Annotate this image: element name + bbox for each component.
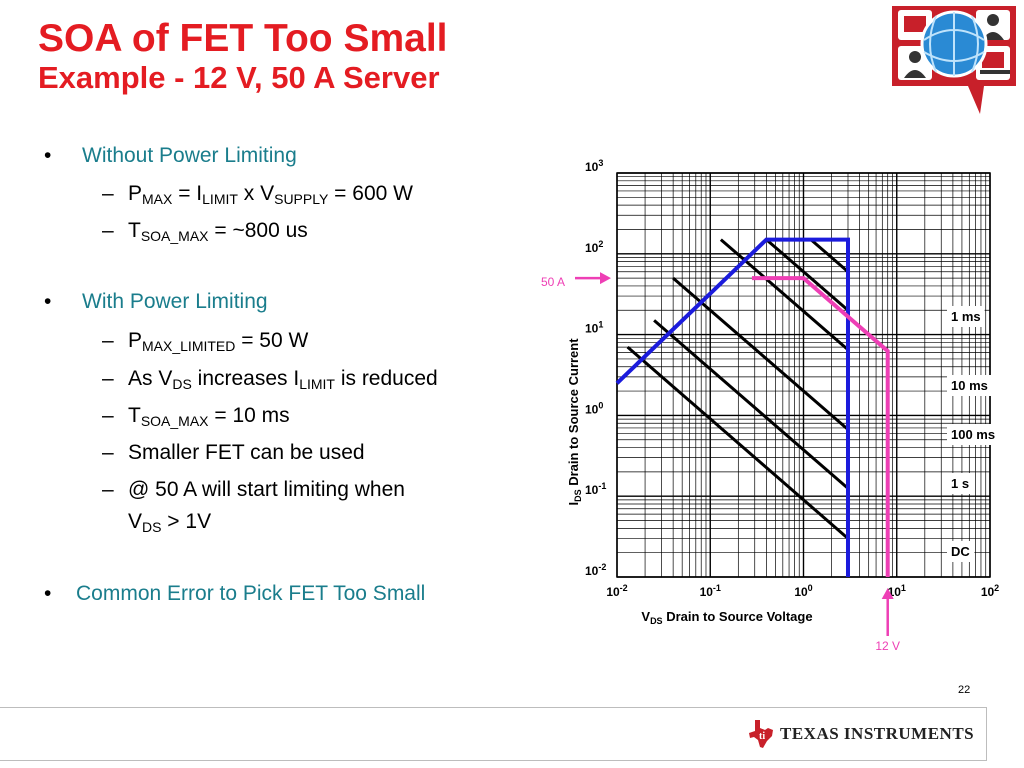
voltage-annotation-label: 12 V: [875, 639, 900, 653]
current-annotation: 50 A: [541, 272, 611, 289]
pulse-label-bg: [947, 306, 985, 327]
pulse-label-bg: [947, 541, 975, 562]
current-arrow-head: [600, 272, 611, 285]
pulse-label-bg: [947, 473, 974, 494]
slide-title: SOA of FET Too Small Example - 12 V, 50 …: [38, 18, 448, 96]
voltage-annotation: 12 V: [875, 588, 900, 653]
x-tick-label: 100: [794, 583, 812, 599]
sub-bullet-tsoa-limited: – TSOA_MAX = 10 ms: [102, 404, 290, 429]
title-line-2: Example - 12 V, 50 A Server: [38, 60, 440, 95]
bullet-without-limiting: • Without Power Limiting: [44, 144, 297, 167]
pulse-label-bg: [947, 424, 1000, 445]
pulse-line: [626, 345, 849, 540]
pulse-label: 100 ms: [951, 427, 995, 442]
x-tick-label: 102: [981, 583, 999, 599]
pulse-lines: [626, 238, 849, 540]
pulse-line: [672, 276, 849, 431]
x-axis-label: VDS Drain to Source Voltage: [641, 609, 812, 626]
ti-logo: ti TEXAS INSTRUMENTS: [748, 719, 974, 749]
y-tick-label: 10-1: [585, 481, 606, 497]
sub-bullet-smaller-fet: – Smaller FET can be used: [102, 441, 365, 464]
pulse-label-bg: [947, 375, 992, 396]
pulse-label: 1 s: [951, 476, 969, 491]
pulse-label: 10 ms: [951, 378, 988, 393]
texas-state-icon: ti: [749, 720, 773, 748]
sub-bullet-50a-cont: VDS > 1V: [128, 510, 212, 535]
pulse-label: DC: [951, 544, 970, 559]
pulse-line: [809, 238, 849, 273]
pulse-labels: 1 ms 10 ms 100 ms 1 s DC: [947, 306, 1000, 562]
y-tick-label: 103: [585, 158, 603, 174]
pulse-line: [653, 319, 849, 490]
pulse-label: 1 ms: [951, 309, 981, 324]
x-tick-label: 10-2: [606, 583, 627, 599]
y-tick-label: 101: [585, 320, 603, 336]
sub-bullet-pmax-limited: – PMAX_LIMITED = 50 W: [102, 329, 309, 354]
bullet-with-limiting: • With Power Limiting: [44, 290, 268, 313]
company-name: TEXAS INSTRUMENTS: [780, 724, 975, 743]
sub-bullet-pmax: – PMAX = ILIMIT x VSUPPLY = 600 W: [102, 182, 413, 207]
y-axis-label: IDS Drain to Source Current: [566, 338, 583, 506]
svg-text:ti: ti: [759, 731, 765, 742]
power-limited-curve: [751, 276, 890, 577]
y-tick-label: 10-2: [585, 562, 606, 578]
pulse-line: [765, 238, 849, 312]
slide-number: 22: [958, 684, 971, 696]
current-annotation-label: 50 A: [541, 275, 565, 289]
network-globe-icon: [892, 6, 1016, 114]
bullet-common-error: • Common Error to Pick FET Too Small: [44, 582, 426, 605]
sub-bullet-50a: – @ 50 A will start limiting when: [102, 478, 405, 501]
blue-soa-boundary: [615, 237, 850, 577]
sub-bullet-vds: – As VDS increases ILIMIT is reduced: [102, 367, 438, 392]
y-tick-label: 102: [585, 239, 603, 255]
pulse-line: [719, 238, 849, 351]
footer-bar: [0, 707, 987, 761]
voltage-arrow-head: [881, 588, 894, 599]
title-line-1: SOA of FET Too Small: [38, 17, 448, 60]
x-tick-label: 10-1: [700, 583, 721, 599]
y-tick-label: 100: [585, 400, 603, 416]
sub-bullet-tsoa: – TSOA_MAX = ~800 us: [102, 219, 308, 244]
